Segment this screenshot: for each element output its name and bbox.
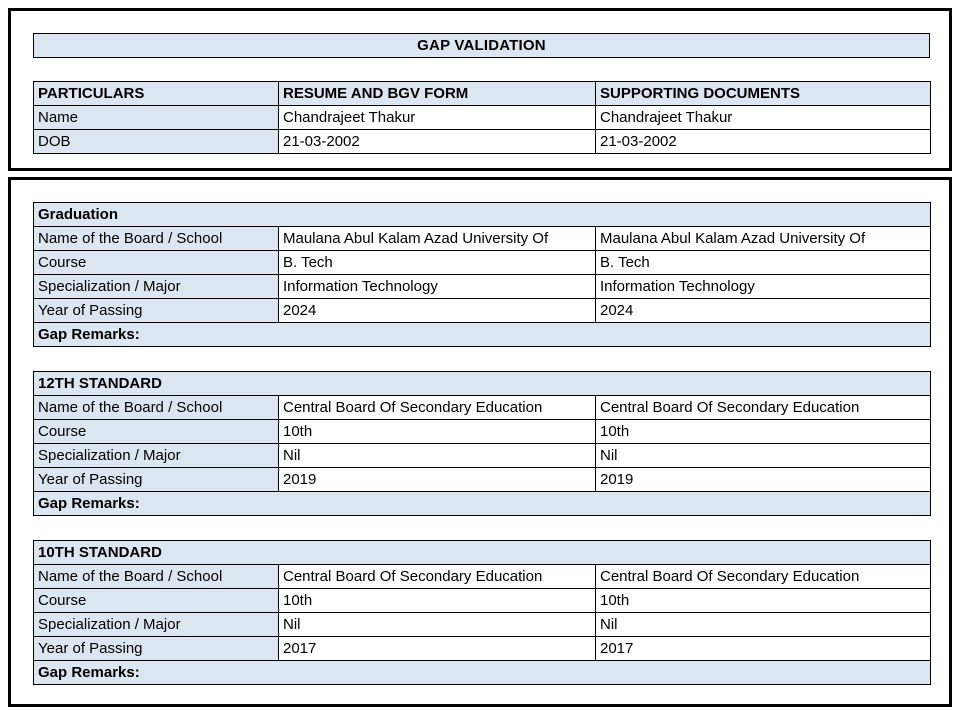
supporting-value-cell: 2019 bbox=[594, 467, 932, 492]
supporting-value-cell: 10th bbox=[594, 419, 932, 444]
page-title: GAP VALIDATION bbox=[33, 33, 930, 58]
supporting-value-cell: Central Board Of Secondary Education bbox=[594, 395, 932, 420]
resume-value-cell: 2017 bbox=[278, 636, 596, 661]
supporting-value-cell: Nil bbox=[594, 443, 932, 468]
supporting-value-cell: Information Technology bbox=[594, 274, 932, 299]
gap-remarks-row: Gap Remarks: bbox=[32, 660, 932, 685]
supporting-value-cell: 21-03-2002 bbox=[595, 129, 931, 154]
resume-value-cell: 10th bbox=[278, 419, 596, 444]
education-sections-box: Graduation Name of the Board / School Ma… bbox=[8, 177, 952, 707]
column-header-particulars: PARTICULARS bbox=[33, 81, 279, 106]
table-row: Course 10th 10th bbox=[33, 419, 932, 444]
row-label-cell: Course bbox=[33, 250, 279, 275]
sections-container: Graduation Name of the Board / School Ma… bbox=[11, 202, 949, 685]
row-label-cell: Course bbox=[33, 588, 279, 613]
supporting-value-cell: Chandrajeet Thakur bbox=[595, 105, 931, 130]
column-header-resume-bgv: RESUME AND BGV FORM bbox=[278, 81, 596, 106]
table-row: Specialization / Major Nil Nil bbox=[33, 612, 932, 637]
row-label-cell: Year of Passing bbox=[33, 298, 279, 323]
supporting-value-cell: 10th bbox=[594, 588, 932, 613]
section-header-row: 10TH STANDARD bbox=[32, 540, 932, 565]
resume-value-cell: 21-03-2002 bbox=[278, 129, 596, 154]
section-header-row: 12TH STANDARD bbox=[32, 371, 932, 396]
particulars-table-body: Name Chandrajeet Thakur Chandrajeet Thak… bbox=[33, 105, 931, 154]
table-row: Specialization / Major Nil Nil bbox=[33, 443, 932, 468]
resume-value-cell: B. Tech bbox=[278, 250, 596, 275]
particulars-table: PARTICULARS RESUME AND BGV FORM SUPPORTI… bbox=[33, 81, 931, 154]
row-label-cell: Name of the Board / School bbox=[33, 226, 279, 251]
section-title: 10TH STANDARD bbox=[32, 540, 932, 565]
resume-value-cell: Chandrajeet Thakur bbox=[278, 105, 596, 130]
supporting-value-cell: Nil bbox=[594, 612, 932, 637]
resume-value-cell: 10th bbox=[278, 588, 596, 613]
row-label-cell: Specialization / Major bbox=[33, 612, 279, 637]
table-row: Year of Passing 2024 2024 bbox=[33, 298, 932, 323]
section-table: Graduation Name of the Board / School Ma… bbox=[32, 202, 932, 347]
gap-remarks-row: Gap Remarks: bbox=[32, 491, 932, 516]
table-row: Year of Passing 2019 2019 bbox=[33, 467, 932, 492]
resume-value-cell: Central Board Of Secondary Education bbox=[278, 564, 596, 589]
resume-value-cell: Nil bbox=[278, 612, 596, 637]
header-section-box: GAP VALIDATION PARTICULARS RESUME AND BG… bbox=[8, 8, 952, 171]
particulars-header-row: PARTICULARS RESUME AND BGV FORM SUPPORTI… bbox=[33, 81, 931, 106]
resume-value-cell: 2019 bbox=[278, 467, 596, 492]
row-label-cell: Course bbox=[33, 419, 279, 444]
table-row: Name of the Board / School Central Board… bbox=[33, 564, 932, 589]
gap-remarks-label: Gap Remarks: bbox=[32, 660, 932, 685]
table-row: DOB 21-03-2002 21-03-2002 bbox=[33, 129, 931, 154]
supporting-value-cell: B. Tech bbox=[594, 250, 932, 275]
row-label-cell: Year of Passing bbox=[33, 636, 279, 661]
table-row: Name of the Board / School Central Board… bbox=[33, 395, 932, 420]
row-label-cell: Name bbox=[33, 105, 279, 130]
resume-value-cell: Central Board Of Secondary Education bbox=[278, 395, 596, 420]
resume-value-cell: Information Technology bbox=[278, 274, 596, 299]
section-title: Graduation bbox=[32, 202, 932, 227]
resume-value-cell: 2024 bbox=[278, 298, 596, 323]
supporting-value-cell: 2017 bbox=[594, 636, 932, 661]
supporting-value-cell: 2024 bbox=[594, 298, 932, 323]
table-row: Year of Passing 2017 2017 bbox=[33, 636, 932, 661]
table-row: Course 10th 10th bbox=[33, 588, 932, 613]
section-header-row: Graduation bbox=[32, 202, 932, 227]
row-label-cell: Year of Passing bbox=[33, 467, 279, 492]
section-table: 10TH STANDARD Name of the Board / School… bbox=[32, 540, 932, 685]
gap-remarks-label: Gap Remarks: bbox=[32, 322, 932, 347]
supporting-value-cell: Maulana Abul Kalam Azad University Of bbox=[594, 226, 932, 251]
resume-value-cell: Maulana Abul Kalam Azad University Of bbox=[278, 226, 596, 251]
row-label-cell: Name of the Board / School bbox=[33, 395, 279, 420]
section-title: 12TH STANDARD bbox=[32, 371, 932, 396]
row-label-cell: Specialization / Major bbox=[33, 443, 279, 468]
column-header-supporting-docs: SUPPORTING DOCUMENTS bbox=[595, 81, 931, 106]
table-row: Name Chandrajeet Thakur Chandrajeet Thak… bbox=[33, 105, 931, 130]
table-row: Course B. Tech B. Tech bbox=[33, 250, 932, 275]
table-row: Specialization / Major Information Techn… bbox=[33, 274, 932, 299]
gap-remarks-row: Gap Remarks: bbox=[32, 322, 932, 347]
row-label-cell: Specialization / Major bbox=[33, 274, 279, 299]
row-label-cell: Name of the Board / School bbox=[33, 564, 279, 589]
supporting-value-cell: Central Board Of Secondary Education bbox=[594, 564, 932, 589]
section-table: 12TH STANDARD Name of the Board / School… bbox=[32, 371, 932, 516]
table-row: Name of the Board / School Maulana Abul … bbox=[33, 226, 932, 251]
row-label-cell: DOB bbox=[33, 129, 279, 154]
resume-value-cell: Nil bbox=[278, 443, 596, 468]
gap-remarks-label: Gap Remarks: bbox=[32, 491, 932, 516]
